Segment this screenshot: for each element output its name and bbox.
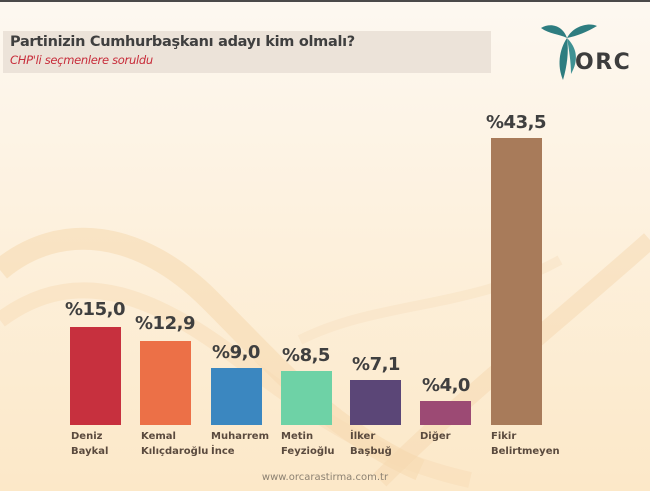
bar-category-label: Kemal Kılıçdaroğlu — [141, 431, 209, 457]
bar-category-label: Fikir Belirtmeyen — [491, 431, 560, 457]
bar-kemal-kilicdaroglu — [140, 341, 191, 425]
bar-category-label: Muharrem İnce — [211, 431, 270, 457]
chart-subtitle: CHP'li seçmenlere soruldu — [10, 53, 153, 67]
bar-value-label: %12,9 — [135, 313, 195, 334]
bar-deniz-baykal — [70, 327, 121, 425]
source-url: www.orcarastirma.com.tr — [261, 472, 389, 483]
orc-leaf-logo-icon — [541, 24, 597, 80]
bar-category-label: Metin Feyzioğlu — [281, 431, 335, 457]
chart-title: Partinizin Cumhurbaşkanı adayı kim olmal… — [10, 34, 355, 50]
logo-text: ORC — [575, 50, 632, 75]
bar-value-label: %4,0 — [422, 375, 470, 396]
bar-value-label: %43,5 — [486, 112, 546, 133]
bar-category-label: Deniz Baykal — [71, 431, 109, 457]
bar-category-label: Diğer — [420, 431, 451, 442]
bar-value-label: %8,5 — [282, 345, 330, 366]
bar-value-label: %7,1 — [352, 354, 400, 375]
bar-value-label: %9,0 — [212, 342, 260, 363]
title-band: Partinizin Cumhurbaşkanı adayı kim olmal… — [3, 31, 491, 73]
bar-value-label: %15,0 — [65, 299, 125, 320]
bar-category-label: İlker Başbuğ — [350, 431, 392, 457]
bar-metin-feyzioglu — [281, 371, 332, 425]
bar-muharrem-ince — [211, 368, 262, 425]
bar-fikir-belirtmeyen — [491, 138, 542, 425]
bar-ilker-basbug — [350, 380, 401, 425]
top-border — [0, 0, 650, 2]
bar-diger — [420, 401, 471, 425]
